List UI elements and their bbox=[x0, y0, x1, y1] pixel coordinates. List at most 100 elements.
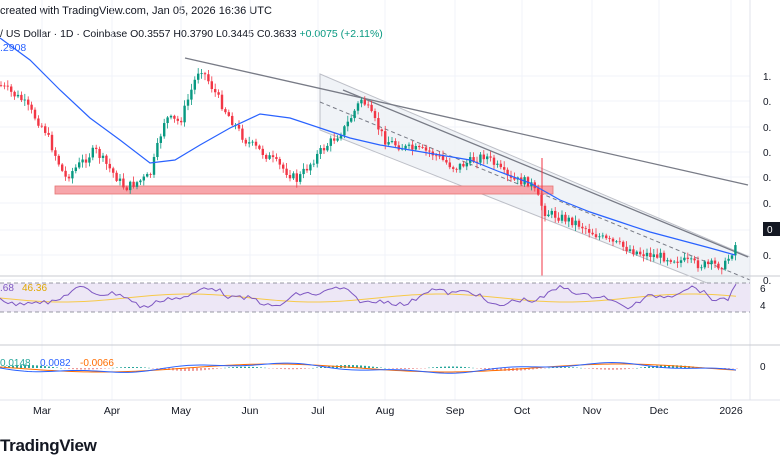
price-tick-label: 0. bbox=[763, 148, 771, 159]
price-tick-label: 0. bbox=[763, 173, 771, 184]
candle-body bbox=[520, 177, 523, 185]
candle-body bbox=[268, 155, 271, 159]
candle-body bbox=[669, 260, 672, 262]
candle-body bbox=[730, 255, 734, 259]
macd-histogram-bar bbox=[464, 367, 466, 368]
candle-body bbox=[23, 99, 26, 101]
candle-body bbox=[628, 249, 632, 252]
candle-body bbox=[482, 154, 485, 160]
candle-body bbox=[645, 252, 649, 257]
candle-body bbox=[278, 158, 281, 165]
candle-body bbox=[190, 89, 193, 100]
candle-body bbox=[662, 252, 666, 262]
candle-body bbox=[319, 148, 322, 154]
price-tick-label: 0. bbox=[763, 97, 771, 108]
time-tick-label: May bbox=[171, 405, 192, 417]
macd-histogram-bar bbox=[68, 368, 70, 369]
candle-body bbox=[295, 173, 298, 182]
candle-body bbox=[265, 154, 268, 159]
candle-body bbox=[445, 159, 448, 163]
candle-body bbox=[275, 157, 278, 159]
macd-histogram-bar bbox=[216, 368, 218, 369]
macd-histogram-bar bbox=[296, 368, 298, 370]
candle-body bbox=[608, 238, 611, 239]
macd-histogram-bar bbox=[292, 368, 294, 370]
candle-body bbox=[169, 115, 173, 118]
candle-body bbox=[713, 260, 717, 264]
candle-body bbox=[363, 99, 366, 105]
macd-histogram-bar bbox=[348, 364, 350, 368]
candle-body bbox=[414, 146, 417, 150]
macd-histogram-bar bbox=[664, 365, 666, 368]
macd-histogram-bar bbox=[556, 367, 558, 368]
candle-body bbox=[197, 73, 200, 80]
macd-histogram-bar bbox=[592, 368, 594, 369]
candle-body bbox=[214, 89, 217, 93]
candle-body bbox=[27, 99, 30, 105]
price-tick-label: 0. bbox=[763, 276, 771, 287]
macd-histogram-bar bbox=[612, 368, 614, 370]
macd-histogram-bar bbox=[392, 368, 394, 369]
candle-body bbox=[611, 238, 615, 242]
macd-histogram-bar bbox=[196, 368, 198, 371]
candle-body bbox=[309, 164, 312, 171]
macd-histogram-bar bbox=[140, 367, 142, 368]
macd-histogram-bar bbox=[468, 367, 470, 368]
macd-histogram-bar bbox=[620, 368, 622, 370]
candle-body bbox=[20, 94, 23, 101]
macd-histogram-bar bbox=[212, 368, 214, 370]
macd-legend-macd: 0.0082 bbox=[40, 358, 71, 369]
candle-body bbox=[679, 260, 683, 263]
candle-body bbox=[186, 99, 190, 106]
candle-body bbox=[462, 163, 465, 167]
candle-body bbox=[452, 167, 455, 169]
macd-histogram-bar bbox=[616, 368, 618, 370]
candle-body bbox=[465, 162, 468, 167]
candle-body bbox=[632, 249, 635, 255]
candle-body bbox=[122, 178, 125, 188]
candle-body bbox=[584, 228, 587, 230]
time-tick-label: Oct bbox=[514, 405, 530, 417]
macd-histogram-bar bbox=[372, 366, 374, 368]
candle-body bbox=[554, 210, 557, 218]
candle-body bbox=[479, 154, 482, 163]
candle-body bbox=[441, 155, 445, 160]
candle-body bbox=[717, 263, 720, 269]
price-tick-label: 1. bbox=[763, 72, 771, 83]
candle-body bbox=[129, 181, 132, 191]
candle-body bbox=[353, 110, 356, 119]
macd-histogram-bar bbox=[540, 368, 542, 369]
candle-body bbox=[411, 144, 414, 150]
macd-histogram-bar bbox=[404, 368, 406, 370]
macd-histogram-bar bbox=[568, 367, 570, 368]
candle-body bbox=[156, 142, 159, 158]
candle-body bbox=[693, 258, 696, 261]
time-axis[interactable]: Mar Apr May Jun Jul Aug Sep Oct Nov Dec 2026 bbox=[33, 405, 743, 417]
support-zone bbox=[54, 185, 554, 195]
candle-body bbox=[176, 118, 179, 121]
candle-body bbox=[336, 138, 339, 141]
candle-body bbox=[615, 241, 618, 243]
close-value: C0.3633 bbox=[256, 28, 297, 40]
macd-histogram-bar bbox=[32, 365, 34, 368]
candle-body bbox=[95, 147, 98, 149]
candle-body bbox=[700, 267, 703, 269]
macd-histogram-bar bbox=[628, 368, 630, 369]
macd-histogram-bar bbox=[92, 368, 94, 370]
price-tick-label: 0. bbox=[763, 251, 771, 262]
trendline-upper bbox=[184, 57, 749, 186]
price-scale[interactable]: 1.0.0.0.0.0.0.0.0. bbox=[763, 72, 771, 287]
candle-body bbox=[690, 258, 693, 260]
candle-body bbox=[64, 170, 67, 177]
candle-body bbox=[720, 268, 723, 270]
macd-histogram-bar bbox=[40, 365, 42, 368]
macd-histogram-bar bbox=[176, 368, 178, 371]
candle-body bbox=[180, 120, 183, 123]
candle-body bbox=[302, 168, 305, 175]
candle-body bbox=[503, 167, 506, 170]
macd-histogram-bar bbox=[496, 368, 498, 371]
candle-body bbox=[384, 131, 387, 145]
macd-histogram-bar bbox=[456, 366, 458, 368]
macd-histogram-bar bbox=[248, 366, 250, 368]
